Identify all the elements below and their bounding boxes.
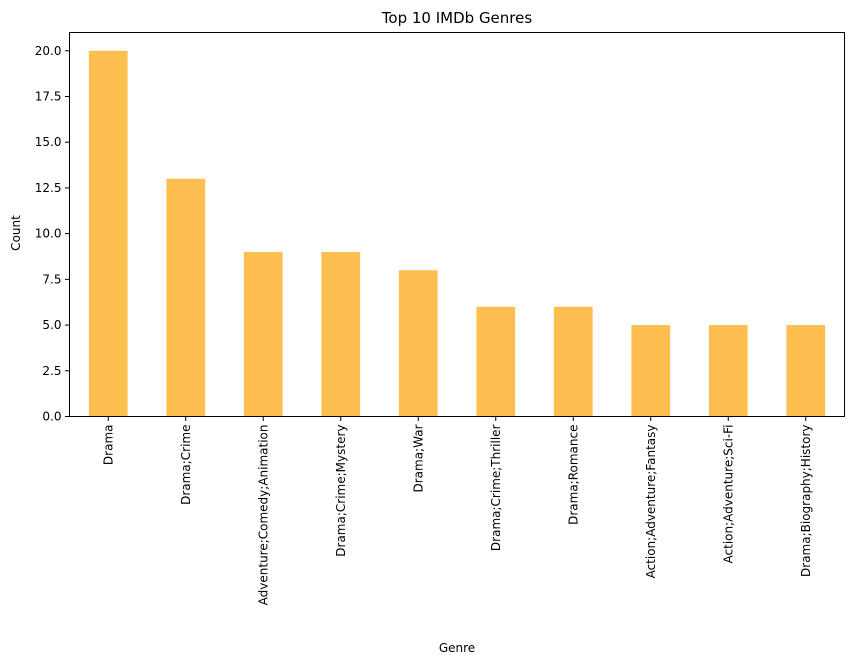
y-tick-label: 10.0 <box>35 227 62 241</box>
x-tick-label: Action;Adventure;Sci-Fi <box>721 425 735 564</box>
x-tick-label: Drama;Crime <box>179 425 193 505</box>
bar-drama-romance <box>553 306 593 417</box>
chart-title: Top 10 IMDb Genres <box>381 9 533 27</box>
y-tick-label: 20.0 <box>35 44 62 58</box>
y-tick-label: 0.0 <box>42 410 61 424</box>
y-axis-ticks: 0.0 2.5 5.0 7.5 10.0 12.5 15.0 17.5 20.0 <box>35 44 70 424</box>
bar-drama-crime-thriller <box>476 306 516 417</box>
bar-action-adventure-fantasy <box>631 325 671 417</box>
y-tick-label: 7.5 <box>42 272 61 286</box>
bar-drama <box>88 50 128 417</box>
x-tick-label: Drama;Romance <box>566 425 580 525</box>
x-axis-label: Genre <box>439 641 475 655</box>
x-tick-label: Drama;Crime;Thriller <box>489 424 503 551</box>
y-tick-label: 2.5 <box>42 364 61 378</box>
y-tick-label: 12.5 <box>35 181 62 195</box>
bar-drama-crime-mystery <box>321 251 361 417</box>
y-tick-label: 15.0 <box>35 135 62 149</box>
x-tick-label: Drama;War <box>411 424 425 492</box>
bar-action-adventure-sci-fi <box>708 325 748 417</box>
bar-drama-biography-history <box>786 325 826 417</box>
bar-drama-crime <box>166 178 206 417</box>
y-axis-label: Count <box>9 215 23 251</box>
x-tick-label: Drama;Crime;Mystery <box>334 425 348 557</box>
x-tick-label: Drama <box>101 425 115 466</box>
plot-frame <box>69 32 845 417</box>
bar-adventure-comedy-animation <box>243 251 283 417</box>
x-axis-ticks: Drama Drama;Crime Adventure;Comedy;Animati… <box>101 416 813 606</box>
x-tick-label: Adventure;Comedy;Animation <box>256 425 270 606</box>
bars-layer <box>88 50 826 417</box>
y-tick-label: 17.5 <box>35 90 62 104</box>
bar-drama-war <box>398 270 438 417</box>
y-tick-label: 5.0 <box>42 318 61 332</box>
x-tick-label: Action;Adventure;Fantasy <box>644 425 658 579</box>
x-tick-label: Drama;Biography;History <box>799 425 813 577</box>
